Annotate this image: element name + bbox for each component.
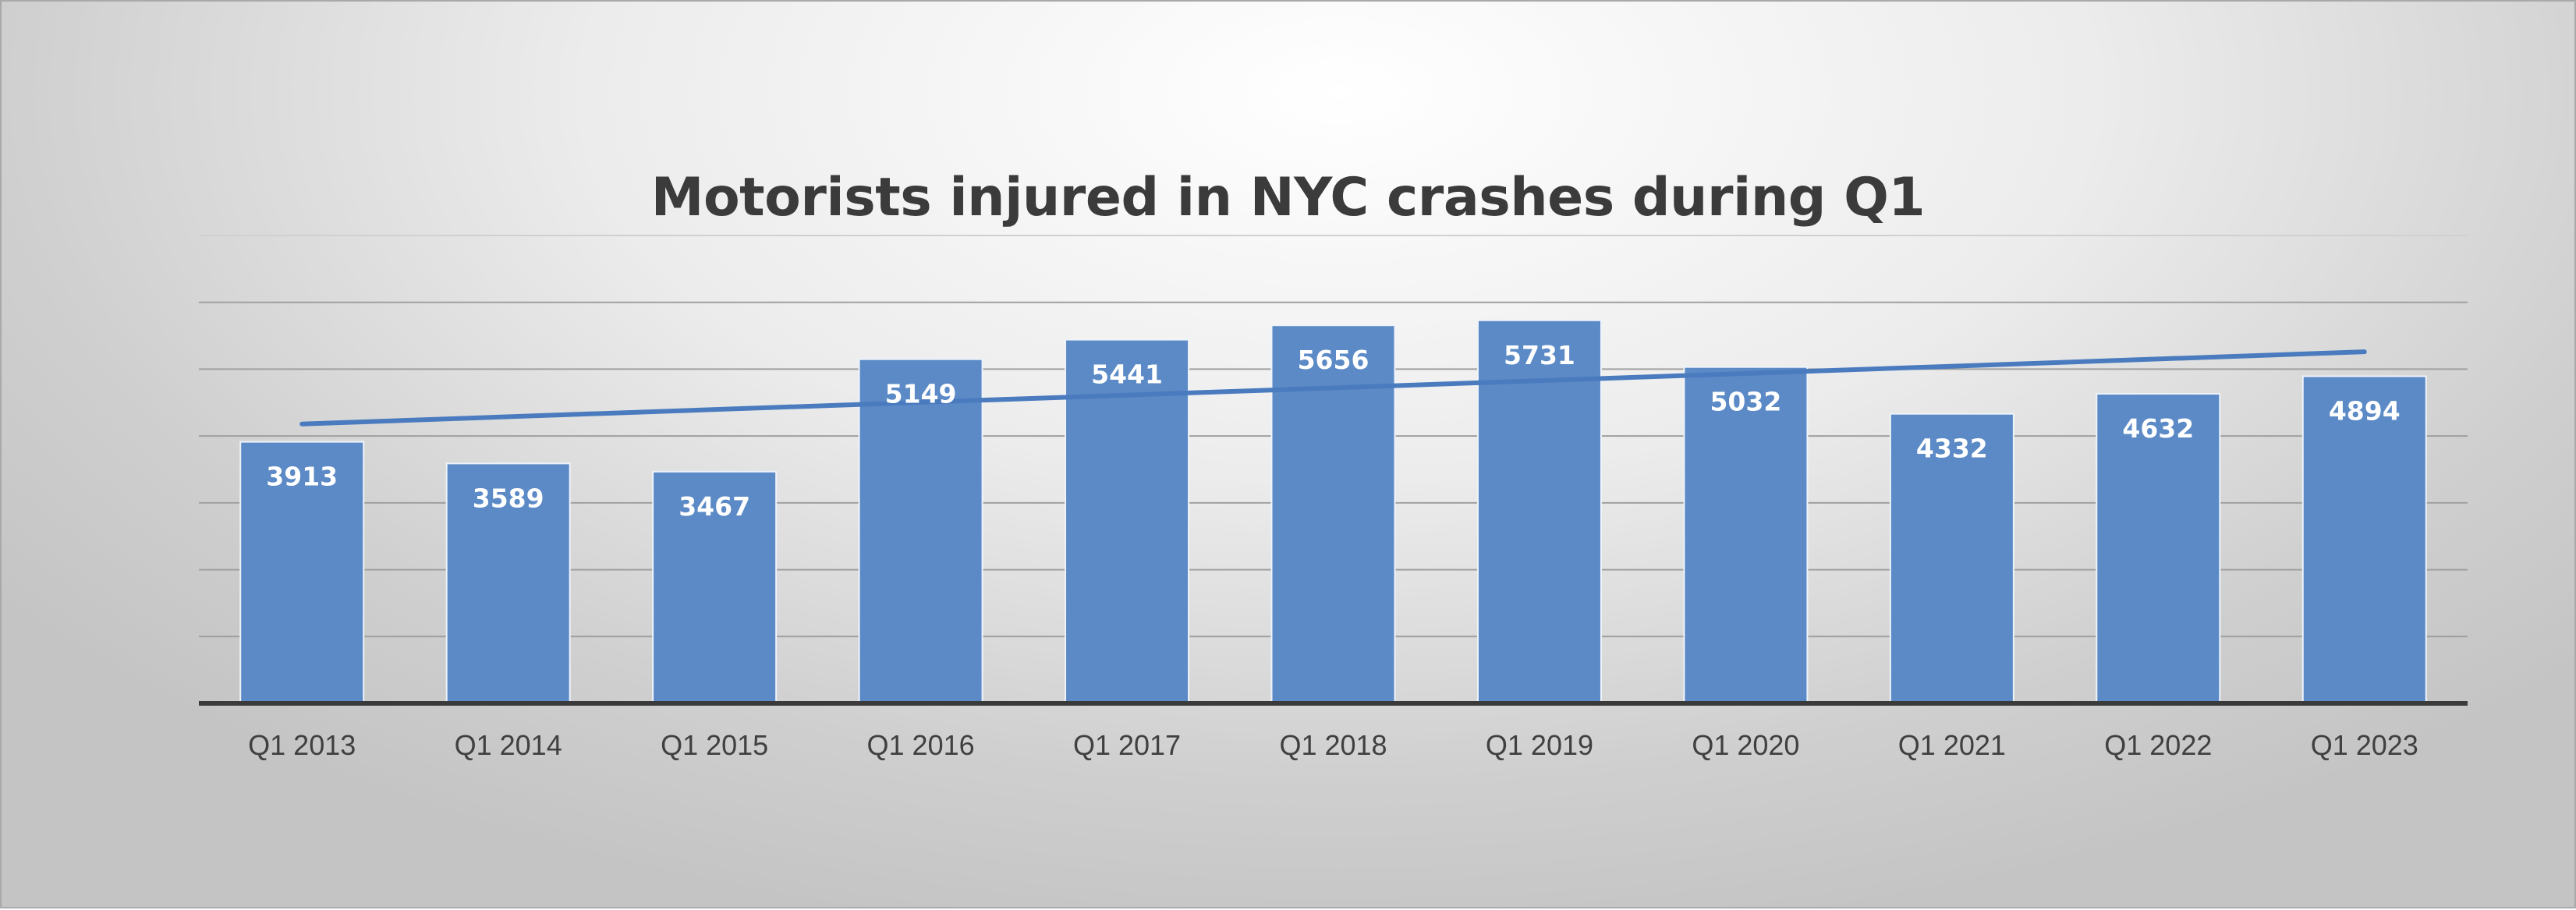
bar <box>445 462 571 704</box>
bar <box>239 441 365 704</box>
x-tick-label: Q1 2016 <box>867 729 975 761</box>
data-label: 5441 <box>1091 359 1163 390</box>
chart-title: Motorists injured in NYC crashes during … <box>650 167 1926 228</box>
x-tick-label: Q1 2020 <box>1692 729 1799 761</box>
x-tick-label: Q1 2018 <box>1279 729 1387 761</box>
x-tick-label: Q1 2021 <box>1898 729 2006 761</box>
data-label: 5032 <box>1710 387 1781 417</box>
trendline <box>299 349 2367 427</box>
data-label: 5656 <box>1298 345 1369 375</box>
x-tick-label: Q1 2017 <box>1073 729 1181 761</box>
bar <box>858 358 983 704</box>
data-label: 4632 <box>2122 413 2194 444</box>
data-label: 3467 <box>679 491 750 522</box>
x-tick-label: Q1 2023 <box>2311 729 2418 761</box>
x-tick-label: Q1 2015 <box>661 729 768 761</box>
bar <box>2096 392 2221 704</box>
data-label: 5731 <box>1504 340 1575 370</box>
x-tick-label: Q1 2014 <box>455 729 562 761</box>
bar <box>1683 366 1809 704</box>
data-label: 4894 <box>2329 396 2401 427</box>
data-label: 3913 <box>266 462 338 492</box>
data-label: 5149 <box>885 379 957 409</box>
bar <box>2301 375 2427 704</box>
data-label: 3589 <box>473 483 544 513</box>
x-tick-label: Q1 2019 <box>1486 729 1593 761</box>
data-label: 4332 <box>1916 434 1988 464</box>
x-tick-label: Q1 2022 <box>2104 729 2212 761</box>
bar <box>1270 324 1396 704</box>
bar <box>1889 413 2014 705</box>
x-tick-label: Q1 2013 <box>248 729 356 761</box>
bar <box>1065 338 1190 704</box>
